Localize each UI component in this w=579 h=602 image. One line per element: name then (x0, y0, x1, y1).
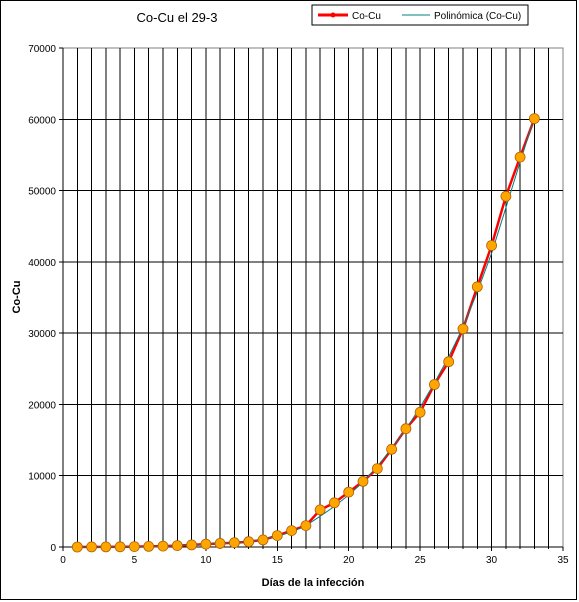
data-point-co-cu (471, 281, 483, 293)
x-axis-label: Días de la infección (262, 577, 365, 589)
data-point-co-cu (328, 497, 340, 509)
data-point-co-cu (286, 525, 298, 536)
y-tick-label: 70000 (28, 44, 56, 55)
y-tick-label: 20000 (28, 400, 56, 411)
data-point-co-cu (386, 443, 398, 455)
y-tick-label: 50000 (28, 187, 56, 198)
data-point-co-cu (457, 323, 469, 335)
data-point-co-cu (128, 541, 140, 552)
data-point-co-cu (514, 151, 526, 163)
y-tick-label: 60000 (28, 115, 56, 126)
data-point-co-cu (100, 541, 112, 553)
x-tick-label: 0 (60, 555, 66, 566)
data-point-co-cu (400, 423, 412, 435)
vertical-gridlines (76, 48, 550, 547)
plot-area (62, 47, 564, 548)
data-point-co-cu (186, 539, 198, 551)
x-tick-label: 15 (272, 555, 284, 566)
data-point-co-cu (200, 538, 212, 550)
data-point-co-cu (114, 541, 126, 553)
y-tick-label: 40000 (28, 258, 56, 269)
data-point-co-cu (157, 540, 169, 552)
y-tick-labels: 0 10000 20000 30000 40000 50000 60000 70000 (28, 44, 56, 554)
x-tick-label: 5 (132, 555, 138, 566)
x-tick-label: 25 (415, 555, 427, 566)
x-tick-label: 10 (200, 555, 212, 566)
legend-label-polinomica: Polinómica (Co-Cu) (434, 11, 521, 22)
data-point-co-cu (86, 541, 97, 553)
series-layer (71, 113, 540, 553)
data-point-co-cu (271, 530, 283, 541)
y-axis-label: Co-Cu (11, 281, 23, 314)
x-tick-label: 35 (557, 555, 569, 566)
data-point-co-cu (443, 356, 455, 368)
data-point-co-cu (529, 113, 540, 124)
data-point-co-cu (486, 240, 498, 251)
data-point-co-cu (428, 379, 440, 390)
data-point-co-cu (143, 541, 155, 552)
legend-marker-co-cu (330, 12, 336, 18)
data-point-co-cu (500, 190, 512, 202)
data-point-co-cu (371, 463, 383, 475)
legend: Co-Cu Polinómica (Co-Cu) (311, 4, 529, 26)
y-tick-label: 30000 (28, 329, 56, 340)
chart-title: Co-Cu el 29-3 (137, 10, 218, 25)
x-tick-labels: 0 5 10 15 20 25 30 35 (60, 555, 569, 566)
x-tick-label: 20 (343, 555, 355, 566)
y-tick-label: 0 (50, 543, 56, 554)
horizontal-gridlines (63, 118, 563, 477)
data-point-co-cu (257, 534, 269, 546)
data-point-co-cu (214, 538, 226, 549)
data-point-co-cu (300, 520, 312, 531)
data-point-co-cu (314, 504, 326, 516)
legend-label-co-cu: Co-Cu (352, 11, 381, 22)
data-point-co-cu (243, 536, 255, 548)
x-tick-label: 30 (486, 555, 498, 566)
data-point-co-cu (71, 541, 83, 553)
data-point-co-cu (357, 475, 369, 487)
data-point-co-cu (414, 406, 426, 418)
data-point-co-cu (228, 537, 240, 549)
y-tick-label: 10000 (28, 472, 56, 483)
data-point-co-cu (171, 540, 183, 551)
data-point-co-cu (343, 486, 355, 498)
